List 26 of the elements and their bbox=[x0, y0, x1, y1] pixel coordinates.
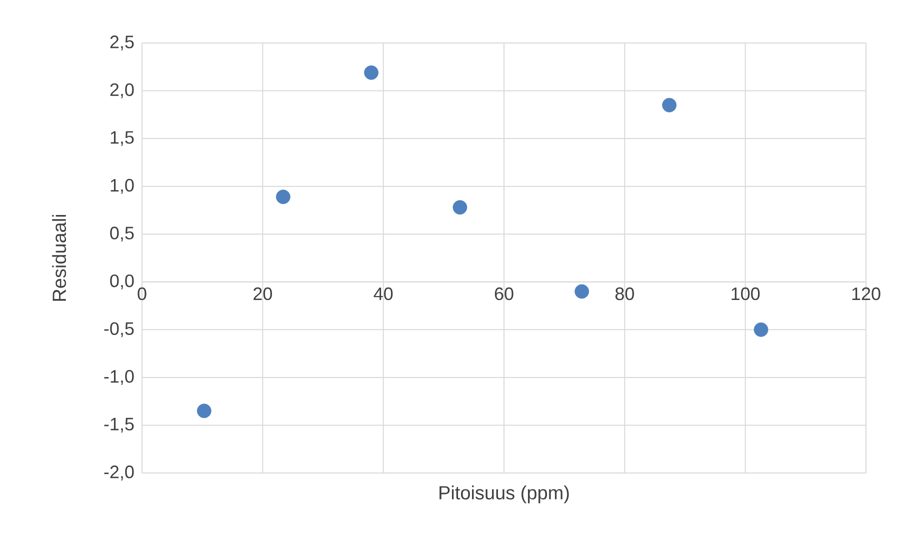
point bbox=[452, 200, 468, 215]
point bbox=[662, 98, 677, 112]
x-tick-label: 20 bbox=[254, 287, 272, 300]
y-axis-title: Residuaali bbox=[52, 214, 66, 301]
y-tick-label: -2,0 bbox=[104, 466, 134, 480]
y-tick-label: 1,0 bbox=[110, 178, 134, 194]
y-tick-label: 0,0 bbox=[110, 274, 134, 290]
x-axis-title: Pitoisuus (ppm) bbox=[440, 486, 569, 504]
y-tick-label: -1,0 bbox=[104, 370, 134, 385]
y-tick-label: -1,5 bbox=[104, 418, 134, 433]
y-tick-label: 1,5 bbox=[110, 131, 134, 146]
point bbox=[364, 65, 378, 80]
x-tick-label: 100 bbox=[732, 287, 760, 300]
x-tick-label: 120 bbox=[852, 287, 880, 300]
y-tick-label: -0,5 bbox=[104, 322, 134, 338]
y-tick-label: 0,5 bbox=[110, 226, 134, 242]
x-tick-label: 0 bbox=[138, 287, 146, 300]
point bbox=[574, 284, 590, 299]
x-tick-label: 40 bbox=[374, 287, 393, 300]
point bbox=[276, 190, 290, 204]
x-tick-label: 60 bbox=[494, 287, 514, 300]
point bbox=[196, 404, 212, 418]
point bbox=[754, 322, 768, 337]
x-tick-label: 80 bbox=[615, 287, 634, 300]
y-tick-label: 2,5 bbox=[110, 36, 134, 50]
y-tick-label: 2,0 bbox=[110, 83, 134, 98]
